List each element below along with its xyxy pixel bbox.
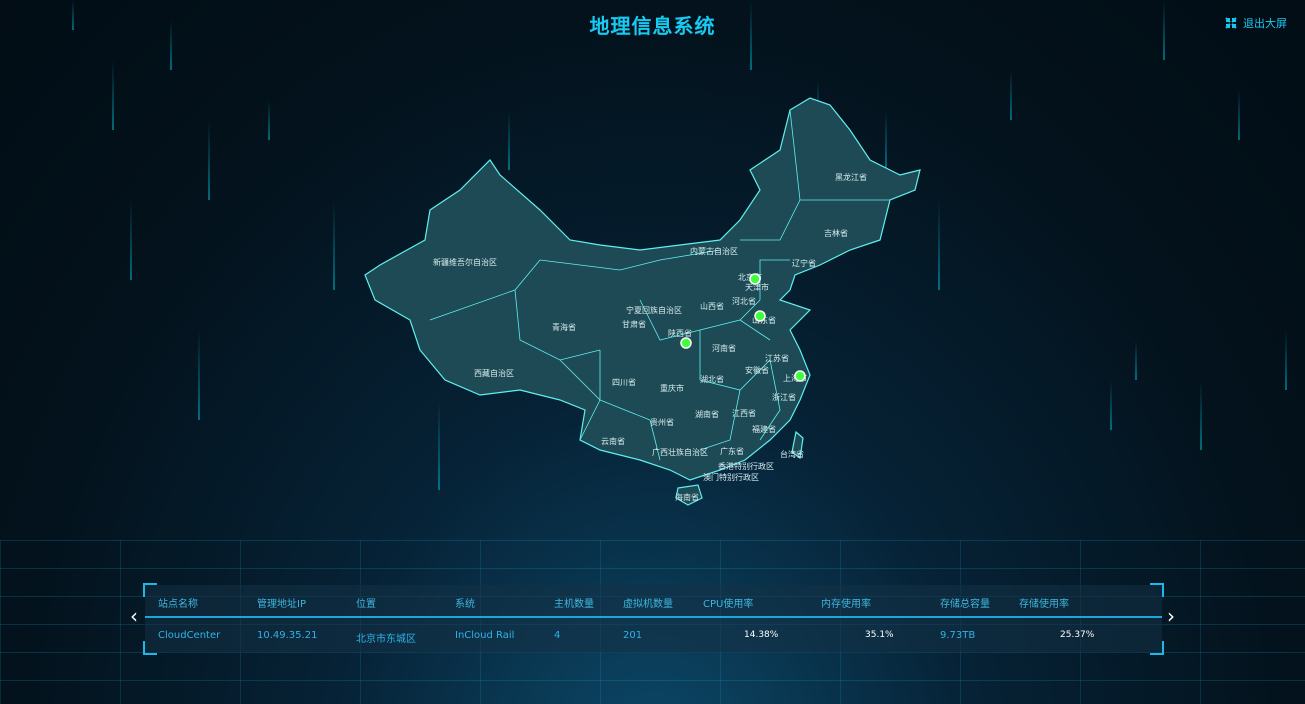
- taiwan-shape: [791, 430, 804, 460]
- province-label[interactable]: 黑龙江省: [835, 172, 867, 182]
- exit-fullscreen-button[interactable]: 退出大屏: [1225, 15, 1287, 31]
- province-label[interactable]: 浙江省: [772, 392, 796, 402]
- province-label[interactable]: 香港特别行政区: [718, 461, 774, 471]
- rain-streak: [1110, 380, 1112, 430]
- province-label[interactable]: 青海省: [552, 322, 576, 332]
- column-header: 位置: [356, 599, 376, 610]
- rain-streak: [112, 60, 114, 130]
- province-label[interactable]: 河北省: [732, 296, 756, 306]
- rain-streak: [1010, 70, 1012, 120]
- table-cell: 9.73TB: [940, 630, 976, 641]
- province-label[interactable]: 福建省: [752, 424, 776, 434]
- corner-decoration: [1150, 641, 1164, 655]
- column-header: 主机数量: [554, 599, 594, 610]
- province-label[interactable]: 吉林省: [824, 228, 848, 238]
- rain-streak: [1163, 0, 1165, 60]
- map-shapes: [364, 97, 921, 506]
- column-header: 管理地址IP: [257, 599, 306, 610]
- table-cell: 4: [554, 630, 561, 641]
- table-cell: 10.49.35.21: [257, 630, 318, 641]
- site-marker[interactable]: [680, 337, 692, 349]
- rain-streak: [333, 200, 335, 290]
- province-label[interactable]: 安徽省: [745, 365, 769, 375]
- rain-streak: [750, 0, 752, 70]
- rain-streak: [72, 0, 74, 30]
- column-header: 存储使用率: [1019, 599, 1069, 610]
- rain-streak: [198, 330, 200, 420]
- page-title: 地理信息系统: [589, 14, 716, 38]
- rain-streak: [1135, 340, 1137, 380]
- province-label[interactable]: 西藏自治区: [474, 368, 514, 378]
- province-label[interactable]: 台湾省: [780, 449, 804, 459]
- column-header: 内存使用率: [821, 599, 871, 610]
- province-label[interactable]: 河南省: [712, 343, 736, 353]
- province-label[interactable]: 海南省: [675, 492, 699, 502]
- column-header: 站点名称: [158, 599, 198, 610]
- rain-streak: [438, 400, 440, 490]
- rain-streak: [938, 200, 940, 290]
- province-label[interactable]: 甘肃省: [622, 319, 646, 329]
- rain-streak: [268, 100, 270, 140]
- column-header: 系统: [455, 599, 475, 610]
- site-marker[interactable]: [794, 370, 806, 382]
- column-header: CPU使用率: [703, 599, 754, 610]
- exit-fullscreen-icon: [1225, 17, 1237, 29]
- province-label[interactable]: 山西省: [700, 301, 724, 311]
- rain-streak: [885, 110, 887, 170]
- site-marker[interactable]: [749, 273, 761, 285]
- rain-streak: [1200, 380, 1202, 450]
- corner-decoration: [1150, 583, 1164, 597]
- province-label[interactable]: 贵州省: [650, 417, 674, 427]
- province-label[interactable]: 陕西省: [668, 328, 692, 338]
- province-label[interactable]: 江西省: [732, 408, 756, 418]
- table-cell: 35.1%: [865, 630, 894, 640]
- mainland-outline: [364, 97, 921, 481]
- rain-streak: [1238, 90, 1240, 140]
- table-cell: InCloud Rail: [455, 630, 515, 641]
- table-cell: CloudCenter: [158, 630, 221, 641]
- province-label[interactable]: 重庆市: [660, 383, 684, 393]
- column-header: 虚拟机数量: [623, 599, 673, 610]
- column-header: 存储总容量: [940, 599, 990, 610]
- province-label[interactable]: 广西壮族自治区: [652, 447, 708, 457]
- site-table: 站点名称 管理地址IP 位置 系统 主机数量 虚拟机数量 CPU使用率 内存使用率 存储总容量 存…: [143, 583, 1164, 655]
- rain-streak: [208, 120, 210, 200]
- site-marker[interactable]: [754, 310, 766, 322]
- province-label[interactable]: 湖北省: [700, 374, 724, 384]
- province-label[interactable]: 江苏省: [765, 353, 789, 363]
- header-divider: [145, 616, 1162, 618]
- rain-streak: [1285, 330, 1287, 390]
- exit-fullscreen-label: 退出大屏: [1243, 17, 1287, 30]
- rain-streak: [508, 110, 510, 170]
- province-label[interactable]: 湖南省: [695, 409, 719, 419]
- province-label[interactable]: 云南省: [601, 436, 625, 446]
- province-label[interactable]: 新疆维吾尔自治区: [433, 257, 497, 267]
- rain-streak: [130, 200, 132, 280]
- table-cell: 北京市东城区: [356, 634, 416, 645]
- province-label[interactable]: 四川省: [612, 377, 636, 387]
- next-arrow-button[interactable]: ›: [1167, 604, 1175, 628]
- table-cell: 14.38%: [744, 630, 779, 640]
- province-label[interactable]: 内蒙古自治区: [690, 246, 738, 256]
- province-borders: [429, 109, 890, 461]
- corner-decoration: [143, 641, 157, 655]
- hainan-shape: [675, 484, 703, 506]
- table-cell: 201: [623, 630, 643, 641]
- prev-arrow-button[interactable]: ‹: [130, 604, 138, 628]
- rain-streak: [170, 20, 172, 70]
- province-label[interactable]: 澳门特别行政区: [703, 472, 759, 482]
- province-label[interactable]: 宁夏回族自治区: [626, 305, 682, 315]
- corner-decoration: [143, 583, 157, 597]
- table-cell: 25.37%: [1060, 630, 1095, 640]
- province-label[interactable]: 广东省: [720, 446, 744, 456]
- province-label[interactable]: 辽宁省: [792, 258, 816, 268]
- province-label[interactable]: 天津市: [745, 282, 769, 292]
